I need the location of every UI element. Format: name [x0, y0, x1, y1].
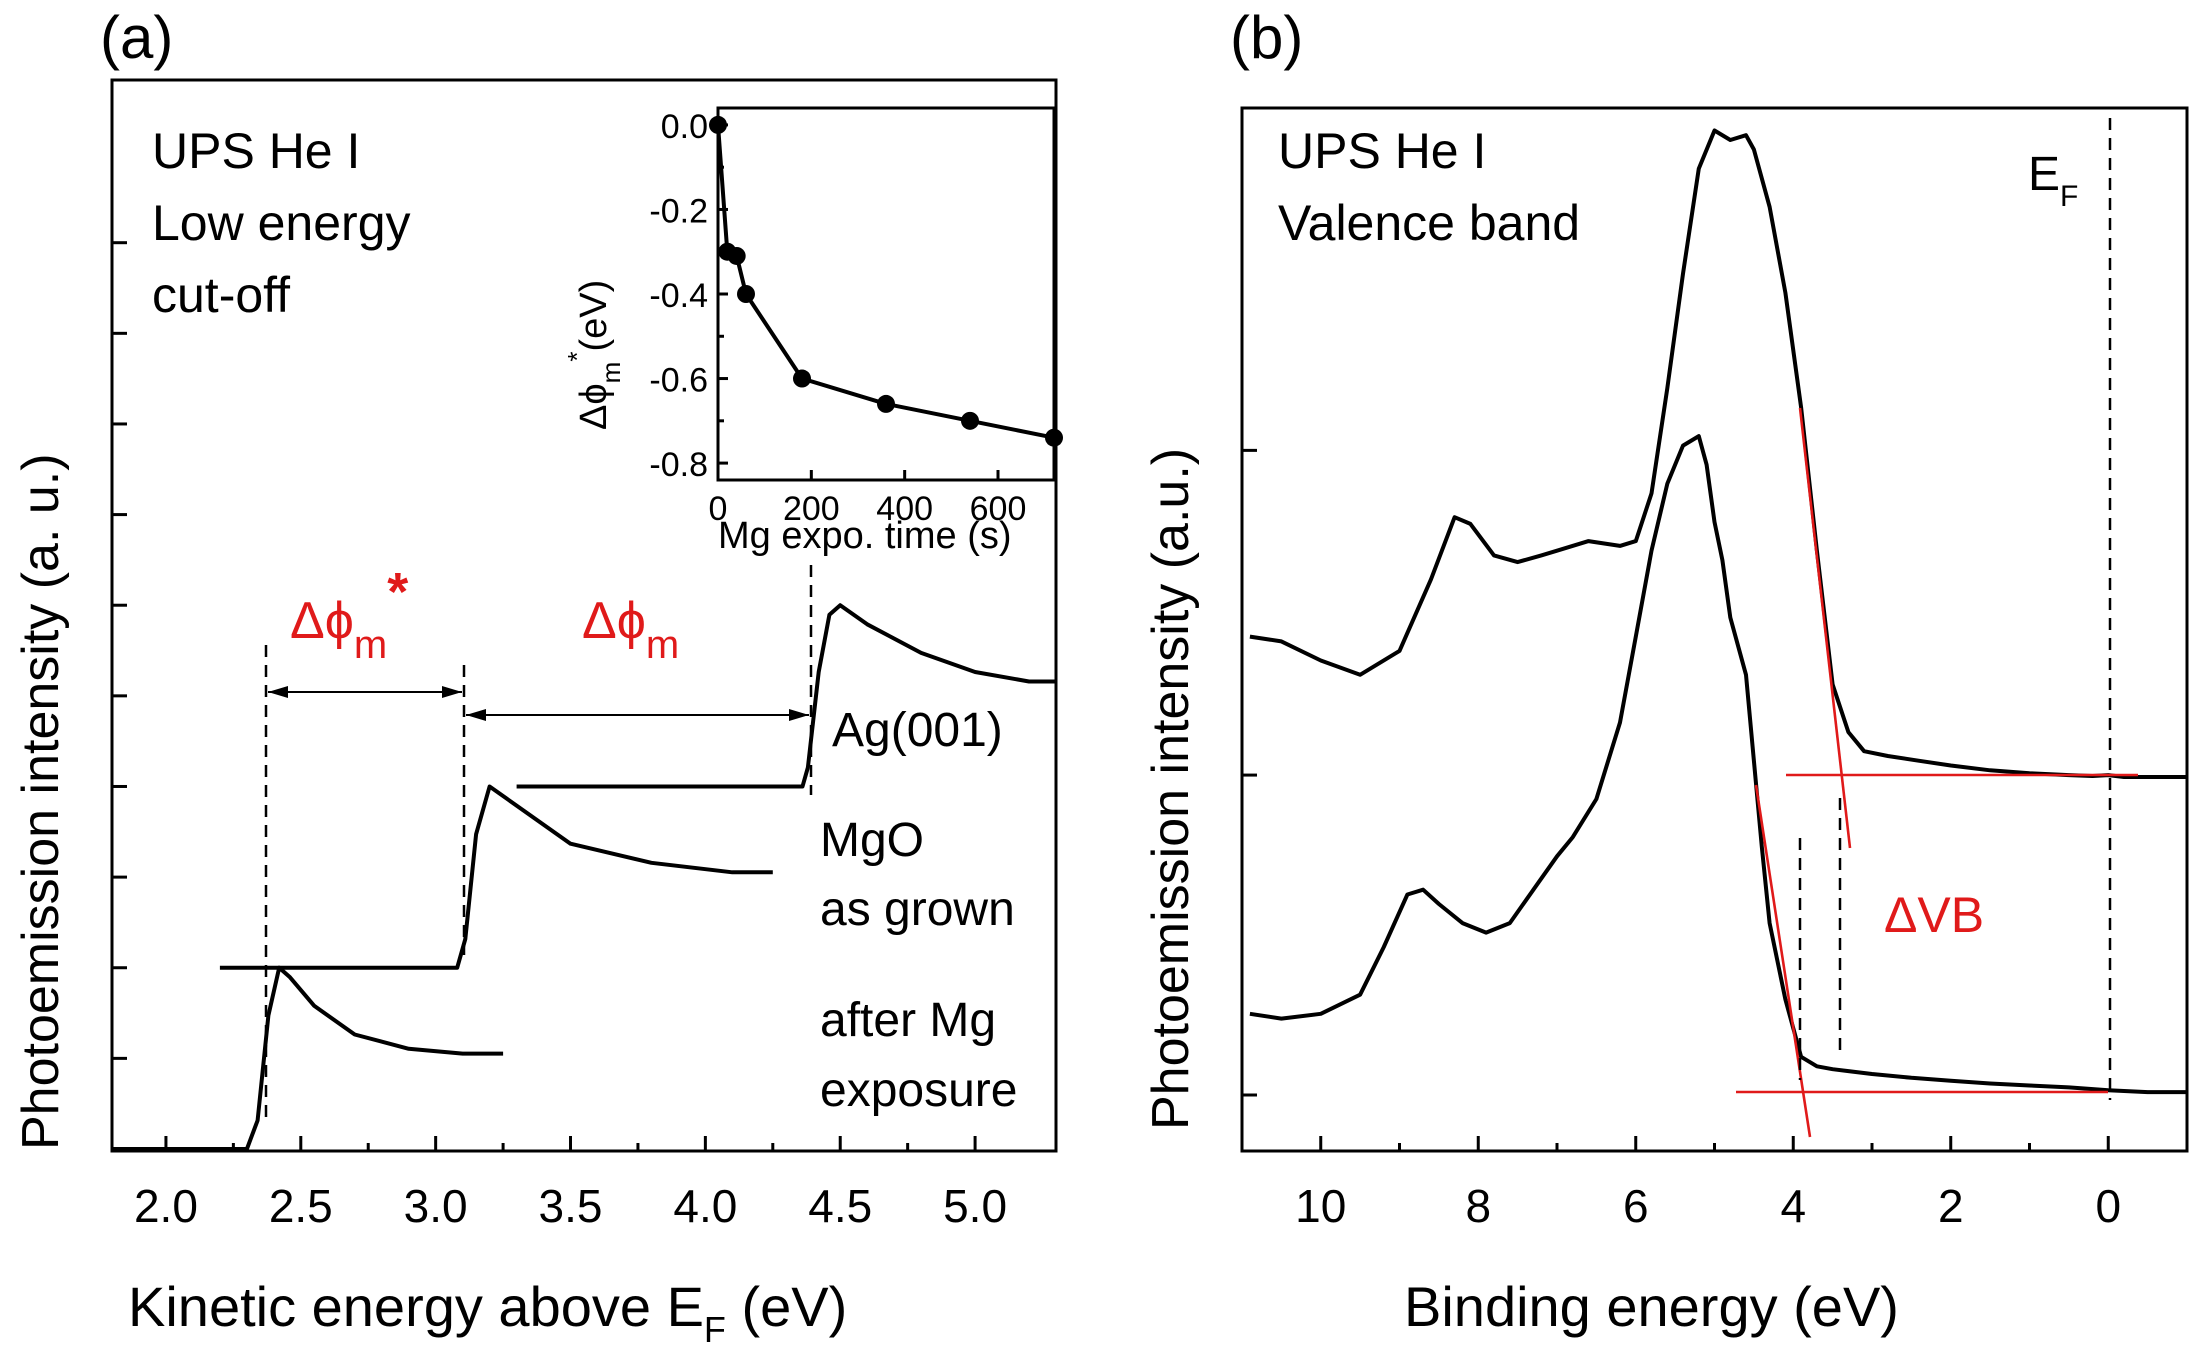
panel-a-y-axis-label: Photoemission intensity (a. u.): [12, 453, 70, 1150]
delta-phi-star-arrowhead-left: [268, 686, 288, 698]
label-mgo-line-1: MgO: [820, 814, 924, 867]
panel-a-x-axis-label: Kinetic energy above EF (eV): [128, 1275, 847, 1350]
inset-x-tick-label: 600: [970, 490, 1027, 528]
spectrum-ag001: [516, 603, 1056, 789]
panel-b-frame: [1240, 106, 2189, 1153]
panel-a-x-tick-label: 3.5: [539, 1180, 603, 1232]
inset-chart: 0.0 -0.2 -0.4 -0.6 -0.80 200 400 600 Mg expo. t…: [562, 106, 1063, 557]
panel-b-label: (b): [1230, 4, 1303, 71]
panel-a-x-tick-label: 4.5: [808, 1180, 872, 1232]
fermi-level-label: EF: [2028, 148, 2078, 213]
panel-b: (b) 10 8 6 4 2 0 UPS He I Valence band Photoe…: [1142, 4, 2189, 1338]
delta-phi-arrowhead-right: [789, 709, 809, 721]
panel-b-x-tick-label: 6: [1623, 1180, 1649, 1232]
panel-a-x-tick-labels: 2.0 2.5 3.0 3.5 4.0 4.5 5.0: [134, 1180, 1007, 1232]
panel-b-x-ticks: [1319, 1136, 2189, 1151]
upper-edge-fit-line: [1798, 407, 1852, 849]
inset-x-tick-label: 0: [709, 490, 728, 528]
panel-a-spectra: [112, 603, 1056, 1151]
panel-a-x-tick-label: 5.0: [943, 1180, 1007, 1232]
lower-edge-fit-line: [1754, 784, 1812, 1138]
inset-data-point: [727, 246, 746, 265]
spectrum-mgo-as-grown: [219, 784, 773, 970]
inset-data-point: [793, 369, 811, 388]
delta-vb-label: ΔVB: [1884, 887, 1984, 943]
label-ag001: Ag(001): [832, 704, 1003, 757]
panel-b-note-line-2: Valence band: [1278, 195, 1580, 251]
panel-b-spectra: [1249, 128, 2187, 1095]
panel-a-note-line-1: UPS He I: [152, 123, 360, 179]
panel-b-x-tick-label: 4: [1780, 1180, 1806, 1232]
inset-points: [709, 115, 1063, 447]
panel-b-x-axis-label: Binding energy (eV): [1404, 1275, 1899, 1338]
inset-data-point: [1045, 428, 1063, 447]
label-mg-line-1: after Mg: [820, 994, 996, 1047]
panel-b-y-axis-label: Photoemission intensity (a.u.): [1142, 448, 1200, 1130]
panel-a-x-tick-label: 2.0: [134, 1180, 198, 1232]
panel-b-x-tick-label: 0: [2095, 1180, 2121, 1232]
delta-phi-arrowhead-left: [466, 709, 486, 721]
panel-a-note-line-2: Low energy: [152, 195, 411, 251]
delta-phi-star-label: Δϕm*: [290, 562, 408, 667]
panel-b-note-line-1: UPS He I: [1278, 123, 1486, 179]
inset-x-axis-label: Mg expo. time (s): [718, 515, 1012, 557]
spectrum-lower: [1249, 434, 2187, 1095]
label-mgo-line-2: as grown: [820, 883, 1015, 936]
inset-series-line: [716, 124, 1055, 440]
panel-a-x-tick-label: 3.0: [404, 1180, 468, 1232]
inset-data-point: [961, 411, 979, 430]
inset-data-point: [737, 285, 755, 303]
inset-y-axis-label: Δϕm*(eV): [562, 280, 626, 430]
label-mg-line-2: exposure: [820, 1064, 1017, 1117]
spectrum-upper: [1249, 128, 2187, 779]
spectrum-after-mg-exposure: [112, 965, 504, 1151]
panel-b-x-tick-label: 10: [1295, 1180, 1346, 1232]
panel-a-note-line-3: cut-off: [152, 267, 290, 323]
delta-phi-star-arrowhead-right: [442, 686, 462, 698]
panel-a-x-tick-label: 4.0: [673, 1180, 737, 1232]
inset-frame: [716, 106, 1056, 482]
inset-y-tick-label: -0.4: [649, 277, 708, 315]
inset-tick-labels: 0.0 -0.2 -0.4 -0.6 -0.80 200 400 600: [649, 108, 1026, 528]
delta-phi-label: Δϕm: [582, 592, 679, 667]
inset-x-tick-label: 200: [783, 490, 840, 528]
panel-a-x-ticks: [164, 1136, 977, 1151]
panel-a-x-tick-label: 2.5: [269, 1180, 333, 1232]
inset-data-point: [709, 115, 727, 134]
inset-ticks: [716, 123, 1000, 480]
inset-y-tick-label: 0.0: [661, 108, 708, 146]
panel-b-x-tick-label: 8: [1465, 1180, 1491, 1232]
inset-y-tick-label: -0.8: [649, 446, 708, 484]
inset-y-tick-label: -0.2: [649, 192, 708, 230]
panel-a: (a) 2.0 2.5 3.0 3.5 4.0 4.5 5.0 UPS He I Low e…: [12, 4, 1063, 1350]
panel-a-label: (a): [100, 4, 173, 71]
panel-b-y-ticks: [1242, 448, 1257, 1097]
panel-a-frame: [110, 78, 1058, 1153]
panel-b-x-tick-label: 2: [1938, 1180, 1964, 1232]
inset-data-point: [877, 394, 895, 413]
panel-b-x-tick-labels: 10 8 6 4 2 0: [1295, 1180, 2121, 1232]
inset-y-tick-label: -0.6: [649, 362, 708, 400]
inset-x-tick-label: 400: [876, 490, 933, 528]
panel-a-y-ticks: [112, 241, 127, 1151]
